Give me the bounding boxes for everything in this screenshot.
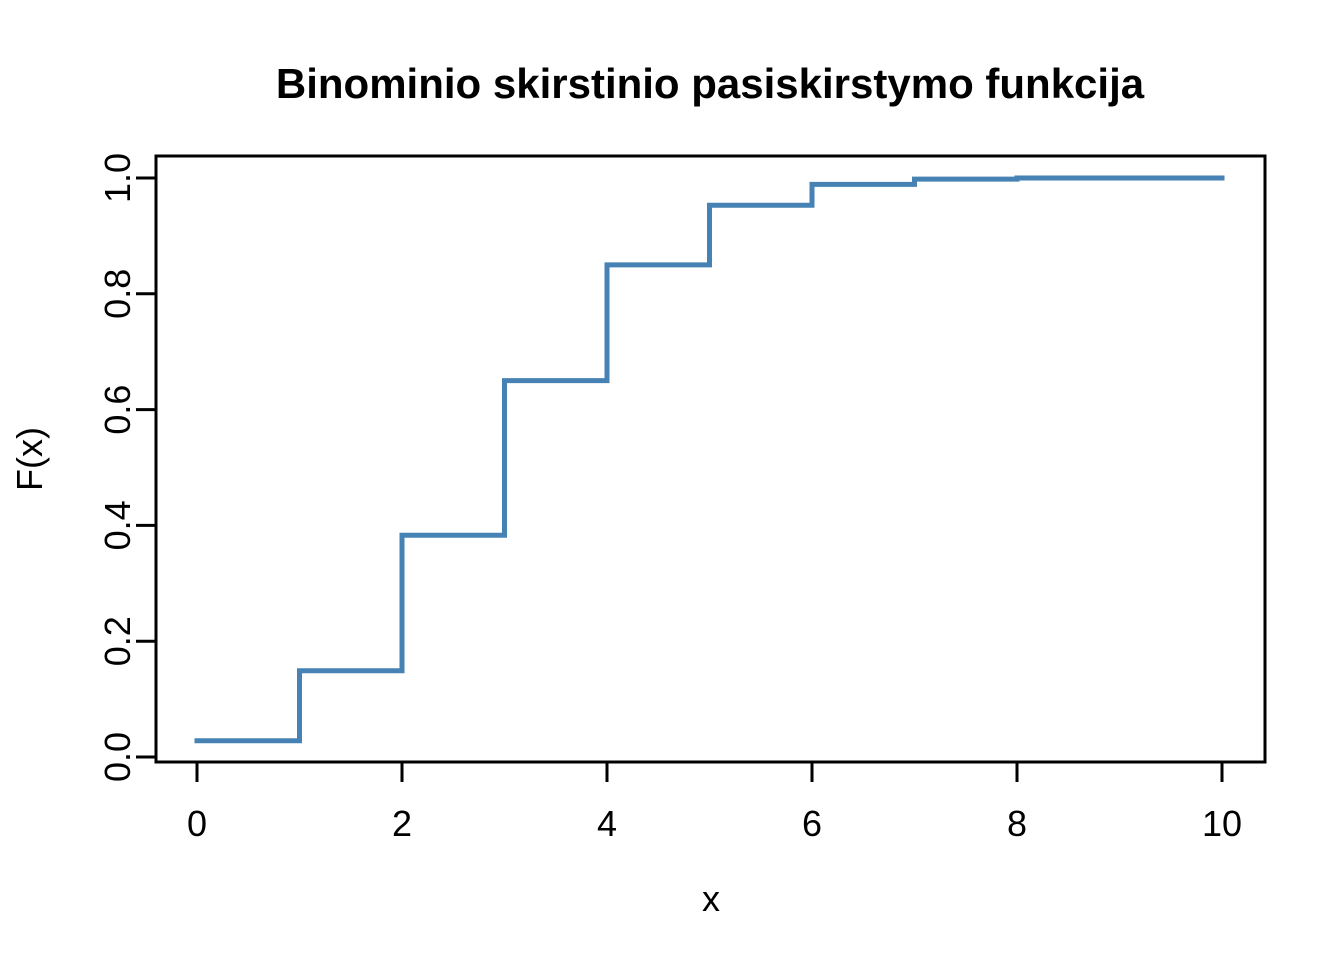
cdf-step-line	[194, 175, 1225, 744]
y-tick-label: 0.0	[97, 732, 138, 782]
y-tick-label: 1.0	[97, 153, 138, 203]
plot-border	[154, 154, 1267, 764]
x-axis-title: x	[702, 878, 720, 919]
x-tick-label: 8	[1007, 803, 1027, 844]
cdf-step-path	[194, 175, 1225, 744]
x-axis-ticks: 0 2 4 6 8 10	[187, 762, 1242, 844]
chart-title: Binominio skirstinio pasiskirstymo funkc…	[276, 60, 1145, 107]
y-tick-label: 0.4	[97, 500, 138, 550]
x-tick-label: 2	[392, 803, 412, 844]
y-tick-label: 0.6	[97, 385, 138, 435]
y-tick-label: 0.8	[97, 269, 138, 319]
y-tick-label: 0.2	[97, 616, 138, 666]
x-tick-label: 4	[597, 803, 617, 844]
x-tick-label: 10	[1202, 803, 1242, 844]
y-axis-ticks: 0.0 0.2 0.4 0.6 0.8 1.0	[97, 153, 156, 782]
x-tick-label: 0	[187, 803, 207, 844]
x-tick-label: 6	[802, 803, 822, 844]
y-axis-title: F(x)	[9, 427, 50, 491]
